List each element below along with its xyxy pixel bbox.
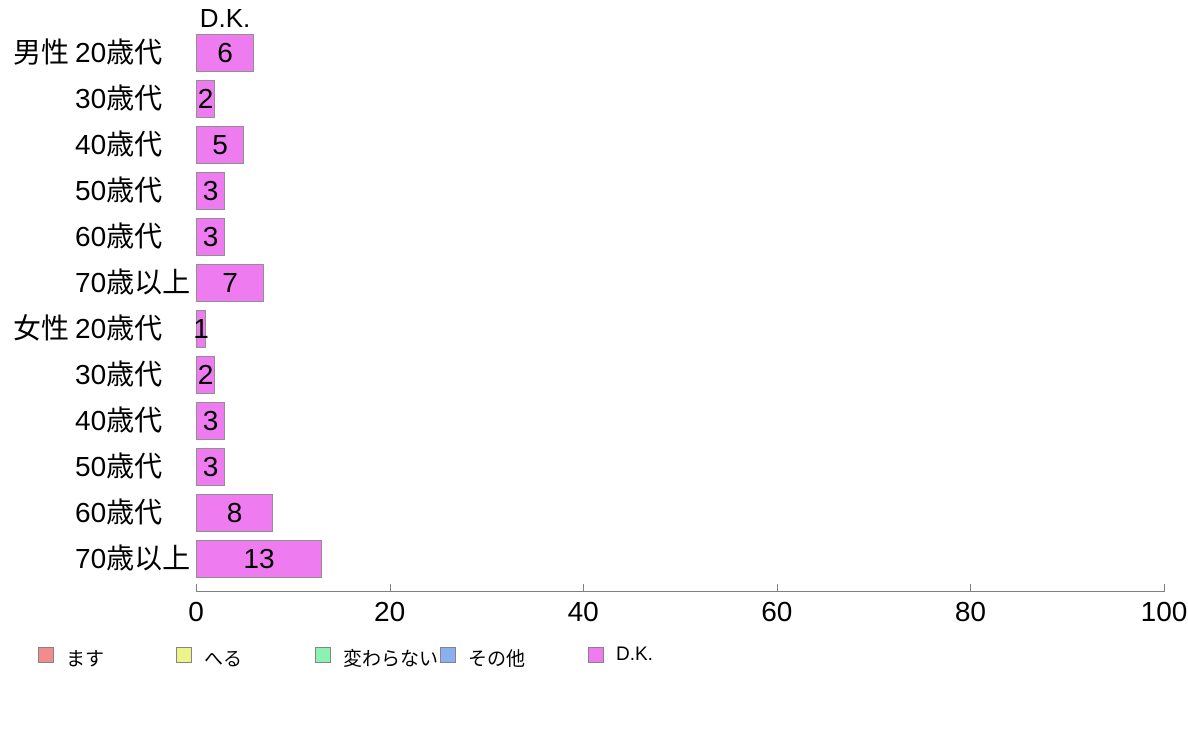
group-label: 男性 — [13, 37, 70, 68]
chart-row: 50歳代 3 — [0, 172, 1188, 210]
chart-row: 30歳代 2 — [0, 356, 1188, 394]
chart-row: 70歳以上 13 — [0, 540, 1188, 578]
bar: 3 — [196, 172, 225, 210]
bar: 2 — [196, 80, 215, 118]
x-axis-tick — [776, 584, 778, 591]
bar-value-label: 3 — [202, 221, 219, 252]
legend-label: へる — [204, 649, 243, 670]
bar: 3 — [196, 402, 225, 440]
x-axis-tick — [196, 584, 197, 591]
legend-swatch-icon — [38, 647, 54, 663]
x-axis-tick-label: 100 — [1140, 596, 1188, 627]
legend-swatch-icon — [440, 647, 456, 663]
legend-swatch-icon — [315, 647, 331, 663]
chart-row: 40歳代 5 — [0, 126, 1188, 164]
x-axis-line — [196, 591, 1165, 592]
bar: 1 — [193, 310, 209, 348]
category-label: 30歳代 — [75, 359, 163, 390]
chart-title: D.K. — [199, 3, 251, 33]
bar-value-label: 2 — [197, 83, 214, 114]
bar: 5 — [196, 126, 244, 164]
category-label: 40歳代 — [75, 129, 163, 160]
x-axis-tick — [970, 584, 972, 591]
legend-label: D.K. — [616, 644, 653, 665]
chart-row: 女性 20歳代 1 — [0, 310, 1188, 348]
chart-row: 男性 20歳代 6 — [0, 34, 1188, 72]
bar-value-label: 3 — [202, 405, 219, 436]
category-label: 70歳以上 — [75, 267, 191, 298]
group-label: 女性 — [13, 313, 70, 344]
bar: 6 — [196, 34, 254, 72]
x-axis-tick — [1164, 584, 1165, 591]
bar: 3 — [196, 448, 225, 486]
legend-swatch-icon — [176, 647, 192, 663]
bar-value-label: 13 — [243, 543, 275, 574]
x-axis-tick-label: 80 — [954, 596, 986, 627]
legend-label: 変わらない — [343, 649, 439, 670]
chart-row: 60歳代 3 — [0, 218, 1188, 256]
chart-row: 50歳代 3 — [0, 448, 1188, 486]
legend-label: その他 — [468, 649, 526, 670]
category-label: 70歳以上 — [75, 543, 191, 574]
category-label: 20歳代 — [75, 37, 163, 68]
x-axis-tick — [389, 584, 391, 591]
legend-label: ます — [66, 649, 105, 670]
category-label: 60歳代 — [75, 497, 163, 528]
bar: 7 — [196, 264, 264, 302]
x-axis-tick-label: 20 — [374, 596, 406, 627]
x-axis-tick-label: 0 — [188, 596, 204, 627]
bar-value-label: 5 — [212, 129, 228, 160]
x-axis-tick-label: 40 — [567, 596, 599, 627]
bar-value-label: 3 — [202, 175, 219, 206]
category-label: 50歳代 — [75, 451, 163, 482]
bar: 13 — [196, 540, 322, 578]
x-axis-tick-label: 60 — [761, 596, 793, 627]
category-label: 40歳代 — [75, 405, 163, 436]
bar-value-label: 2 — [197, 359, 214, 390]
bar-value-label: 8 — [226, 497, 243, 528]
bar-value-label: 7 — [222, 267, 238, 298]
legend-swatch-icon — [588, 647, 604, 663]
bar-value-label: 3 — [202, 451, 219, 482]
bar-value-label: 6 — [217, 37, 233, 68]
chart-row: 40歳代 3 — [0, 402, 1188, 440]
chart-row: 30歳代 2 — [0, 80, 1188, 118]
category-label: 50歳代 — [75, 175, 163, 206]
category-label: 60歳代 — [75, 221, 163, 252]
bar: 8 — [196, 494, 273, 532]
chart-row: 60歳代 8 — [0, 494, 1188, 532]
bar: 2 — [196, 356, 215, 394]
bar: 3 — [196, 218, 225, 256]
category-label: 30歳代 — [75, 83, 163, 114]
category-label: 20歳代 — [75, 313, 163, 344]
x-axis-tick — [583, 584, 585, 591]
bar-value-label: 1 — [193, 313, 209, 344]
chart-row: 70歳以上 7 — [0, 264, 1188, 302]
